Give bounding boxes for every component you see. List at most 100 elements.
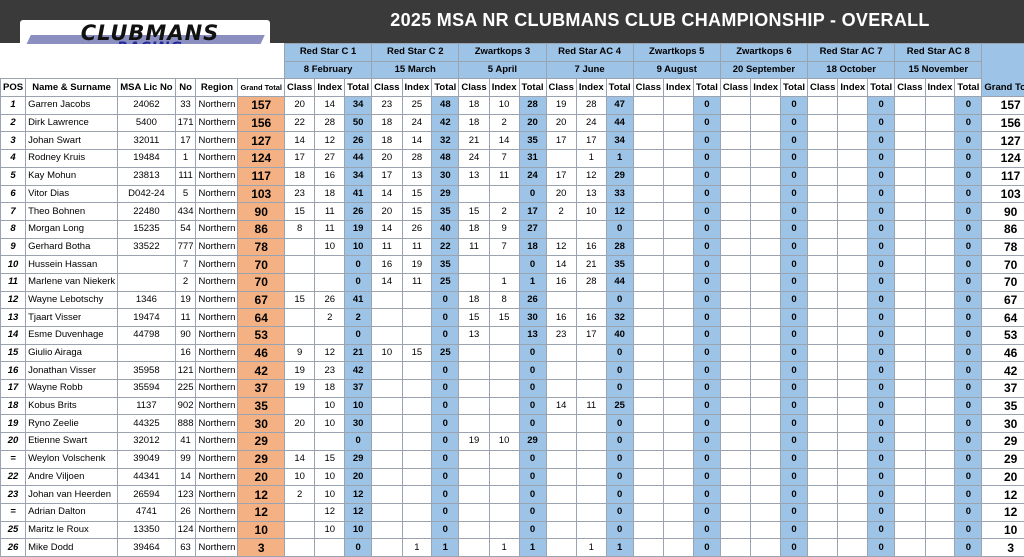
round-total-cell: 1 bbox=[432, 539, 459, 557]
index-points-cell bbox=[925, 468, 955, 486]
total-header: Total bbox=[955, 79, 982, 97]
class-points-cell bbox=[808, 220, 838, 238]
round-total-cell: 0 bbox=[781, 291, 808, 309]
car-number-cell: 90 bbox=[175, 327, 196, 345]
class-points-cell bbox=[633, 203, 663, 221]
class-points-cell bbox=[808, 327, 838, 345]
round-total-cell: 0 bbox=[781, 97, 808, 115]
round-date-header: 7 June bbox=[546, 61, 633, 79]
round-total-cell: 0 bbox=[868, 415, 895, 433]
class-points-cell: 18 bbox=[459, 114, 489, 132]
round-total-cell: 32 bbox=[432, 132, 459, 150]
round-total-cell: 40 bbox=[606, 327, 633, 345]
index-points-cell bbox=[925, 185, 955, 203]
round-total-cell: 0 bbox=[781, 539, 808, 557]
position-cell: 20 bbox=[1, 433, 26, 451]
driver-name-cell: Kobus Brits bbox=[26, 397, 118, 415]
index-points-cell: 28 bbox=[315, 114, 345, 132]
class-points-cell: 17 bbox=[546, 167, 576, 185]
class-points-cell bbox=[808, 150, 838, 168]
position-cell: 12 bbox=[1, 291, 26, 309]
class-points-cell bbox=[895, 521, 925, 539]
index-points-cell bbox=[838, 521, 868, 539]
index-points-cell: 17 bbox=[576, 132, 606, 150]
grand-total-cell: 64 bbox=[238, 309, 285, 327]
round-total-cell: 0 bbox=[432, 468, 459, 486]
round-total-cell: 0 bbox=[868, 97, 895, 115]
index-points-cell: 26 bbox=[402, 220, 432, 238]
index-points-cell bbox=[402, 486, 432, 504]
index-points-cell bbox=[402, 433, 432, 451]
class-points-cell: 17 bbox=[546, 132, 576, 150]
index-points-cell: 10 bbox=[489, 433, 519, 451]
round-total-cell: 0 bbox=[606, 450, 633, 468]
index-points-cell bbox=[664, 380, 694, 398]
round-total-cell: 0 bbox=[345, 327, 372, 345]
index-points-cell bbox=[664, 415, 694, 433]
class-points-cell bbox=[808, 291, 838, 309]
round-total-cell: 18 bbox=[519, 238, 546, 256]
grand-total-header: Grand Total bbox=[238, 79, 285, 97]
grand-total-right-cell: 46 bbox=[982, 344, 1024, 362]
class-points-cell bbox=[633, 97, 663, 115]
grand-total-cell: 124 bbox=[238, 150, 285, 168]
class-points-cell bbox=[720, 521, 750, 539]
round-venue-header: Zwartkops 3 bbox=[459, 44, 546, 62]
index-points-cell bbox=[576, 433, 606, 451]
region-cell: Northern bbox=[196, 380, 238, 398]
round-total-cell: 0 bbox=[606, 415, 633, 433]
index-points-cell bbox=[838, 362, 868, 380]
class-points-cell bbox=[808, 344, 838, 362]
licence-cell: 23813 bbox=[118, 167, 175, 185]
region-header: Region bbox=[196, 79, 238, 97]
index-points-cell bbox=[576, 468, 606, 486]
index-points-cell: 2 bbox=[489, 114, 519, 132]
round-total-cell: 42 bbox=[432, 114, 459, 132]
round-total-cell: 28 bbox=[519, 97, 546, 115]
round-total-cell: 0 bbox=[955, 309, 982, 327]
class-points-cell bbox=[895, 309, 925, 327]
class-points-cell bbox=[633, 380, 663, 398]
round-total-cell: 0 bbox=[868, 397, 895, 415]
index-points-cell: 24 bbox=[576, 114, 606, 132]
round-total-cell: 0 bbox=[693, 397, 720, 415]
class-points-cell bbox=[633, 132, 663, 150]
round-total-cell: 19 bbox=[345, 220, 372, 238]
class-points-cell bbox=[459, 256, 489, 274]
round-total-cell: 35 bbox=[519, 132, 546, 150]
grand-total-cell: 53 bbox=[238, 327, 285, 345]
class-points-cell: 14 bbox=[372, 185, 402, 203]
car-number-cell: 121 bbox=[175, 362, 196, 380]
round-total-cell: 0 bbox=[868, 203, 895, 221]
pos-header: POS bbox=[1, 79, 26, 97]
class-points-cell bbox=[459, 344, 489, 362]
class-points-cell: 8 bbox=[284, 220, 314, 238]
index-points-cell bbox=[664, 450, 694, 468]
index-points-cell bbox=[751, 397, 781, 415]
class-points-cell bbox=[808, 450, 838, 468]
index-points-cell: 11 bbox=[315, 203, 345, 221]
index-points-cell: 11 bbox=[402, 238, 432, 256]
index-points-cell bbox=[664, 397, 694, 415]
total-header: Total bbox=[693, 79, 720, 97]
round-venue-header: Red Star AC 8 bbox=[895, 44, 982, 62]
class-points-cell bbox=[546, 220, 576, 238]
round-total-cell: 10 bbox=[345, 397, 372, 415]
index-points-cell bbox=[751, 415, 781, 433]
class-points-cell bbox=[808, 486, 838, 504]
class-points-cell bbox=[720, 415, 750, 433]
index-points-cell bbox=[489, 397, 519, 415]
class-points-cell bbox=[895, 203, 925, 221]
round-total-cell: 0 bbox=[781, 521, 808, 539]
grand-total-cell: 70 bbox=[238, 256, 285, 274]
round-total-cell: 33 bbox=[606, 185, 633, 203]
index-points-cell: 16 bbox=[315, 167, 345, 185]
index-points-cell bbox=[925, 539, 955, 557]
index-points-cell bbox=[489, 503, 519, 521]
round-total-cell: 0 bbox=[693, 503, 720, 521]
index-points-cell bbox=[838, 132, 868, 150]
index-points-cell: 1 bbox=[576, 539, 606, 557]
